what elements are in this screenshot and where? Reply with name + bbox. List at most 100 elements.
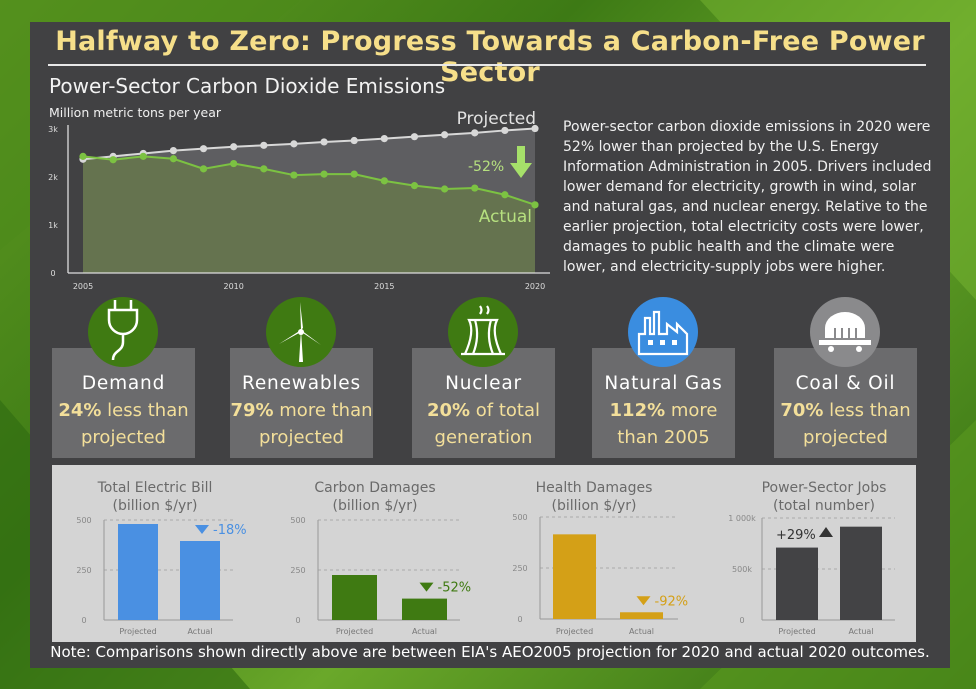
x-tick-label: Projected [119,627,156,636]
bar-chart-units: (billion $/yr) [333,498,418,514]
bar-chart-title: Health Damages [536,480,653,496]
x-tick-label: Projected [556,627,593,636]
projected-data-point [230,143,238,151]
factory-icon [628,297,698,367]
card-stat-text: of total generation [434,400,541,448]
change-label: -52% [438,581,472,596]
x-tick-label: 2010 [223,282,243,291]
card-title: Demand [81,373,166,394]
card-stat-value: 112% [609,400,666,421]
actual-data-point [109,156,117,164]
down-triangle-icon [419,582,434,592]
card-stat-text: more than 2005 [617,400,718,448]
actual-data-point [410,182,419,190]
bar-chart-units: (billion $/yr) [552,498,637,514]
bar-chart-title: Total Electric Bill [97,480,213,496]
bar-projected [332,575,377,620]
bar-actual [402,598,447,620]
actual-data-point [531,201,539,209]
bar-chart-title: Power-Sector Jobs [762,480,887,496]
actual-area [83,156,535,273]
footnote: Note: Comparisons shown directly above a… [50,643,930,661]
projected-data-point [290,140,298,148]
change-label: +29% [776,528,816,543]
y-tick-label: 1k [48,221,58,230]
y-tick-label: 0 [517,615,522,624]
x-tick-label: Projected [778,627,815,636]
bar-actual [620,612,663,619]
description-text: Power-sector carbon dioxide emissions in… [563,119,932,275]
card-stat-text: more than projected [259,400,373,448]
actual-data-point [139,152,147,160]
y-tick-label: 500 [76,516,91,525]
x-tick-label: 2005 [73,282,93,291]
actual-data-point [230,159,238,168]
y-axis-label: Million metric tons per year [49,105,222,120]
bar-projected [118,524,158,620]
card-title: Natural Gas [604,373,723,394]
x-tick-label: Actual [848,627,873,636]
stat-card-demand: Demand 24% less than projected [52,348,195,458]
projected-data-point [380,135,388,143]
actual-data-point [471,184,479,192]
coal-cart-icon [810,297,880,367]
projected-series-label: Projected [457,109,536,129]
card-stat-value: 79% [230,400,274,421]
change-annotation: -52% [468,159,504,175]
actual-data-point [501,191,509,199]
projected-data-point [410,133,419,141]
x-tick-label: Projected [336,627,373,636]
bar-projected [553,534,596,619]
projected-data-point [260,141,268,149]
y-tick-label: 500k [732,565,752,574]
up-triangle-icon [819,527,833,537]
wind-turbine-icon [266,297,336,367]
card-stat-value: 24% [58,400,102,421]
down-triangle-icon [195,525,209,534]
down-arrow-icon [510,146,532,178]
card-stat: 112% more than 2005 [592,397,735,451]
title-divider [48,64,926,66]
projected-data-point [471,129,479,137]
y-tick-label: 1 000k [728,514,756,523]
projected-data-point [350,136,358,145]
card-stat: 79% more than projected [230,397,373,451]
change-label: -92% [655,594,689,609]
actual-data-point [320,170,328,178]
y-tick-label: 500 [290,516,305,525]
y-tick-label: 2k [48,173,58,182]
y-tick-label: 250 [76,566,91,575]
projected-data-point [441,131,449,139]
actual-data-point [260,165,268,173]
projected-data-point [169,147,177,155]
y-tick-label: 0 [739,616,744,625]
chart-subtitle: Power-Sector Carbon Dioxide Emissions [49,74,446,98]
actual-data-point [441,185,449,193]
projected-data-point [199,145,208,153]
card-title: Renewables [242,373,361,394]
projected-data-point [320,138,328,146]
card-stat-value: 70% [780,400,824,421]
y-tick-label: 0 [295,616,300,625]
bar-projected [776,547,818,620]
stat-card-coal-oil: Coal & Oil 70% less than projected [774,348,917,458]
y-tick-label: 0 [50,269,55,278]
x-tick-label: 2015 [374,282,394,291]
plug-icon [88,297,158,367]
projected-data-point [501,126,509,135]
bar-chart-title: Carbon Damages [314,480,435,496]
y-tick-label: 500 [512,513,527,522]
x-tick-label: Actual [629,627,654,636]
bar-actual [840,526,882,620]
actual-line [82,155,536,206]
actual-data-point [290,171,298,179]
bar-actual [180,541,220,620]
x-tick-label: Actual [412,627,437,636]
y-tick-label: 250 [512,564,527,573]
y-tick-label: 250 [290,566,305,575]
actual-data-point [169,155,177,163]
card-stat: 20% of total generation [412,397,555,451]
x-tick-label: Actual [187,627,212,636]
card-stat: 24% less than projected [52,397,195,451]
